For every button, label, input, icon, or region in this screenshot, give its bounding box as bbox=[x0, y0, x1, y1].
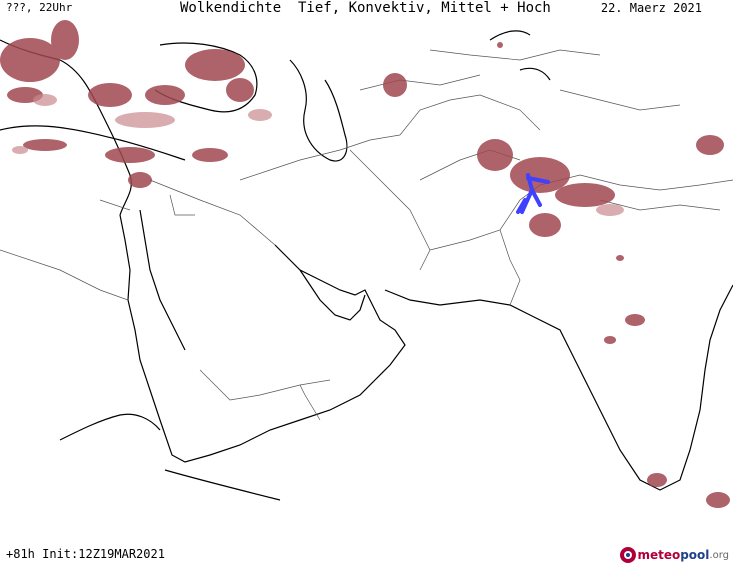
forecast-run-info: +81h Init:12Z19MAR2021 bbox=[6, 547, 165, 561]
meteopool-logo-icon bbox=[620, 547, 637, 563]
logo-text-org: .org bbox=[709, 549, 729, 561]
cloud-density-map bbox=[0, 20, 733, 508]
country-borders bbox=[0, 49, 733, 421]
meteopool-logo[interactable]: meteo pool .org bbox=[619, 546, 729, 564]
convective-cells bbox=[516, 173, 550, 214]
map-title: Wolkendichte Tief, Konvektiv, Mittel + H… bbox=[180, 0, 551, 16]
forecast-date: 22. Maerz 2021 bbox=[600, 1, 702, 15]
logo-text-pool: pool bbox=[680, 548, 710, 562]
coastlines bbox=[0, 30, 733, 501]
cloud-patches-light bbox=[12, 94, 624, 216]
forecast-time-label: ???, 22Uhr bbox=[6, 1, 73, 14]
logo-text-meteo: meteo bbox=[637, 548, 681, 562]
cloud-patches bbox=[0, 20, 730, 508]
